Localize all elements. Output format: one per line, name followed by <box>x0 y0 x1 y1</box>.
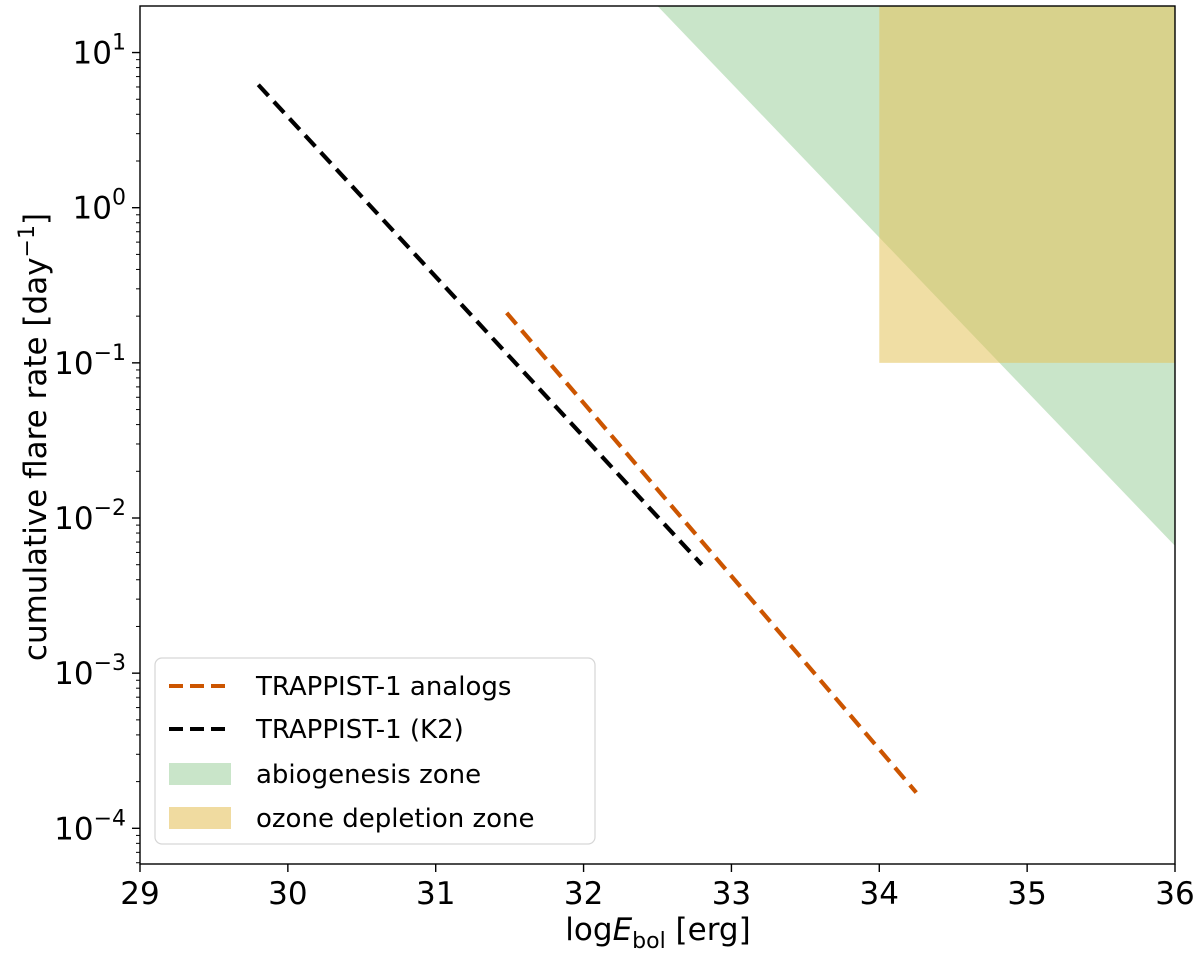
y-axis-label-main: cumulative flare rate [day <box>18 257 54 661</box>
y-tick-label: 10−3 <box>54 651 126 692</box>
legend: TRAPPIST-1 analogs TRAPPIST-1 (K2) abiog… <box>154 657 596 845</box>
series-trappist1-analogs <box>505 311 918 794</box>
legend-label-abiogenesis: abiogenesis zone <box>256 760 481 790</box>
x-axis-ticks: 29 30 31 32 33 34 35 36 <box>120 864 1195 912</box>
y-axis-label-sup: −1 <box>15 225 40 257</box>
y-tick-label: 10−4 <box>54 806 126 847</box>
data-series <box>256 83 918 794</box>
y-tick-label: 100 <box>73 186 126 227</box>
x-axis-label-main: E <box>613 912 633 948</box>
y-tick-label: 101 <box>73 31 126 72</box>
series-trappist1-k2 <box>256 83 704 567</box>
x-tick-label: 31 <box>416 876 455 912</box>
y-tick-label: 10−2 <box>54 496 126 537</box>
legend-label-k2: TRAPPIST-1 (K2) <box>255 715 464 745</box>
legend-swatch-abiogenesis <box>169 763 231 785</box>
x-axis-label-sub: bol <box>632 929 666 954</box>
shaded-regions <box>657 6 1175 546</box>
x-axis-label: logEbol [erg] <box>565 912 750 954</box>
x-tick-label: 29 <box>120 876 159 912</box>
legend-label-analogs: TRAPPIST-1 analogs <box>255 672 511 702</box>
y-axis-label-post: ] <box>18 213 54 225</box>
y-axis-ticks: 10−4 10−3 10−2 10−1 100 101 <box>54 31 140 864</box>
x-tick-label: 33 <box>712 876 751 912</box>
x-tick-label: 36 <box>1155 876 1194 912</box>
y-tick-label: 10−1 <box>54 341 126 382</box>
plot-frame <box>139 5 1176 865</box>
x-axis-label-prefix: log <box>565 912 612 948</box>
legend-box <box>154 657 596 845</box>
ozone-depletion-zone <box>879 6 1175 363</box>
x-tick-label: 34 <box>860 876 899 912</box>
y-axis-label: cumulative flare rate [day−1] <box>15 213 54 661</box>
legend-label-ozone: ozone depletion zone <box>256 804 535 834</box>
x-tick-label: 35 <box>1007 876 1046 912</box>
legend-swatch-ozone <box>169 807 231 829</box>
x-tick-label: 30 <box>268 876 307 912</box>
x-axis-label-post: [erg] <box>666 912 751 948</box>
x-tick-label: 32 <box>564 876 603 912</box>
